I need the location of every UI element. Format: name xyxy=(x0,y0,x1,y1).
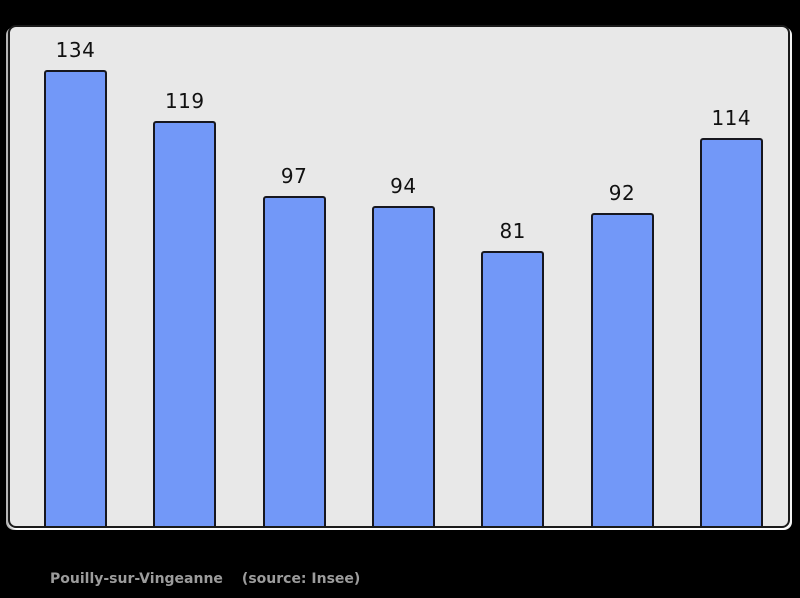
bar-group: 92 xyxy=(590,181,654,526)
bar-group: 97 xyxy=(262,164,326,526)
chart-caption: Pouilly-sur-Vingeanne (source: Insee) xyxy=(50,571,360,589)
bar xyxy=(262,196,326,526)
chart-panel: 134 119 97 94 81 92 114 xyxy=(8,25,790,528)
bar-value-label: 92 xyxy=(608,181,636,206)
bar-group: 94 xyxy=(371,174,435,526)
bar xyxy=(44,70,107,526)
bar-value-label: 134 xyxy=(55,38,96,63)
bar-value-label: 81 xyxy=(499,218,526,243)
caption-source: (source: Insee) xyxy=(241,571,361,587)
bar xyxy=(590,213,654,526)
bar-group: 134 xyxy=(44,39,107,526)
bars-container: 134 119 97 94 81 92 114 xyxy=(10,27,788,526)
bar-group: 114 xyxy=(699,106,763,526)
bar-value-label: 97 xyxy=(280,164,308,189)
bar xyxy=(699,138,763,526)
bar-value-label: 119 xyxy=(164,89,205,114)
caption-commune-name: Pouilly-sur-Vingeanne xyxy=(50,571,223,587)
bar-group: 81 xyxy=(481,218,545,526)
bar xyxy=(371,206,435,526)
bar-group: 119 xyxy=(153,89,217,526)
bar xyxy=(481,250,545,526)
bar-value-label: 114 xyxy=(711,106,752,131)
bar xyxy=(153,121,217,526)
bar-value-label: 94 xyxy=(390,174,417,199)
